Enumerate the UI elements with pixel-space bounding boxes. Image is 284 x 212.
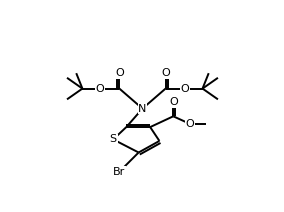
Text: O: O xyxy=(169,98,178,107)
Text: O: O xyxy=(115,68,124,78)
Text: N: N xyxy=(138,104,147,114)
Text: O: O xyxy=(96,84,105,93)
Text: O: O xyxy=(180,84,189,93)
Text: S: S xyxy=(110,134,117,144)
Text: Br: Br xyxy=(113,167,126,177)
Text: O: O xyxy=(161,68,170,78)
Text: O: O xyxy=(186,119,195,129)
